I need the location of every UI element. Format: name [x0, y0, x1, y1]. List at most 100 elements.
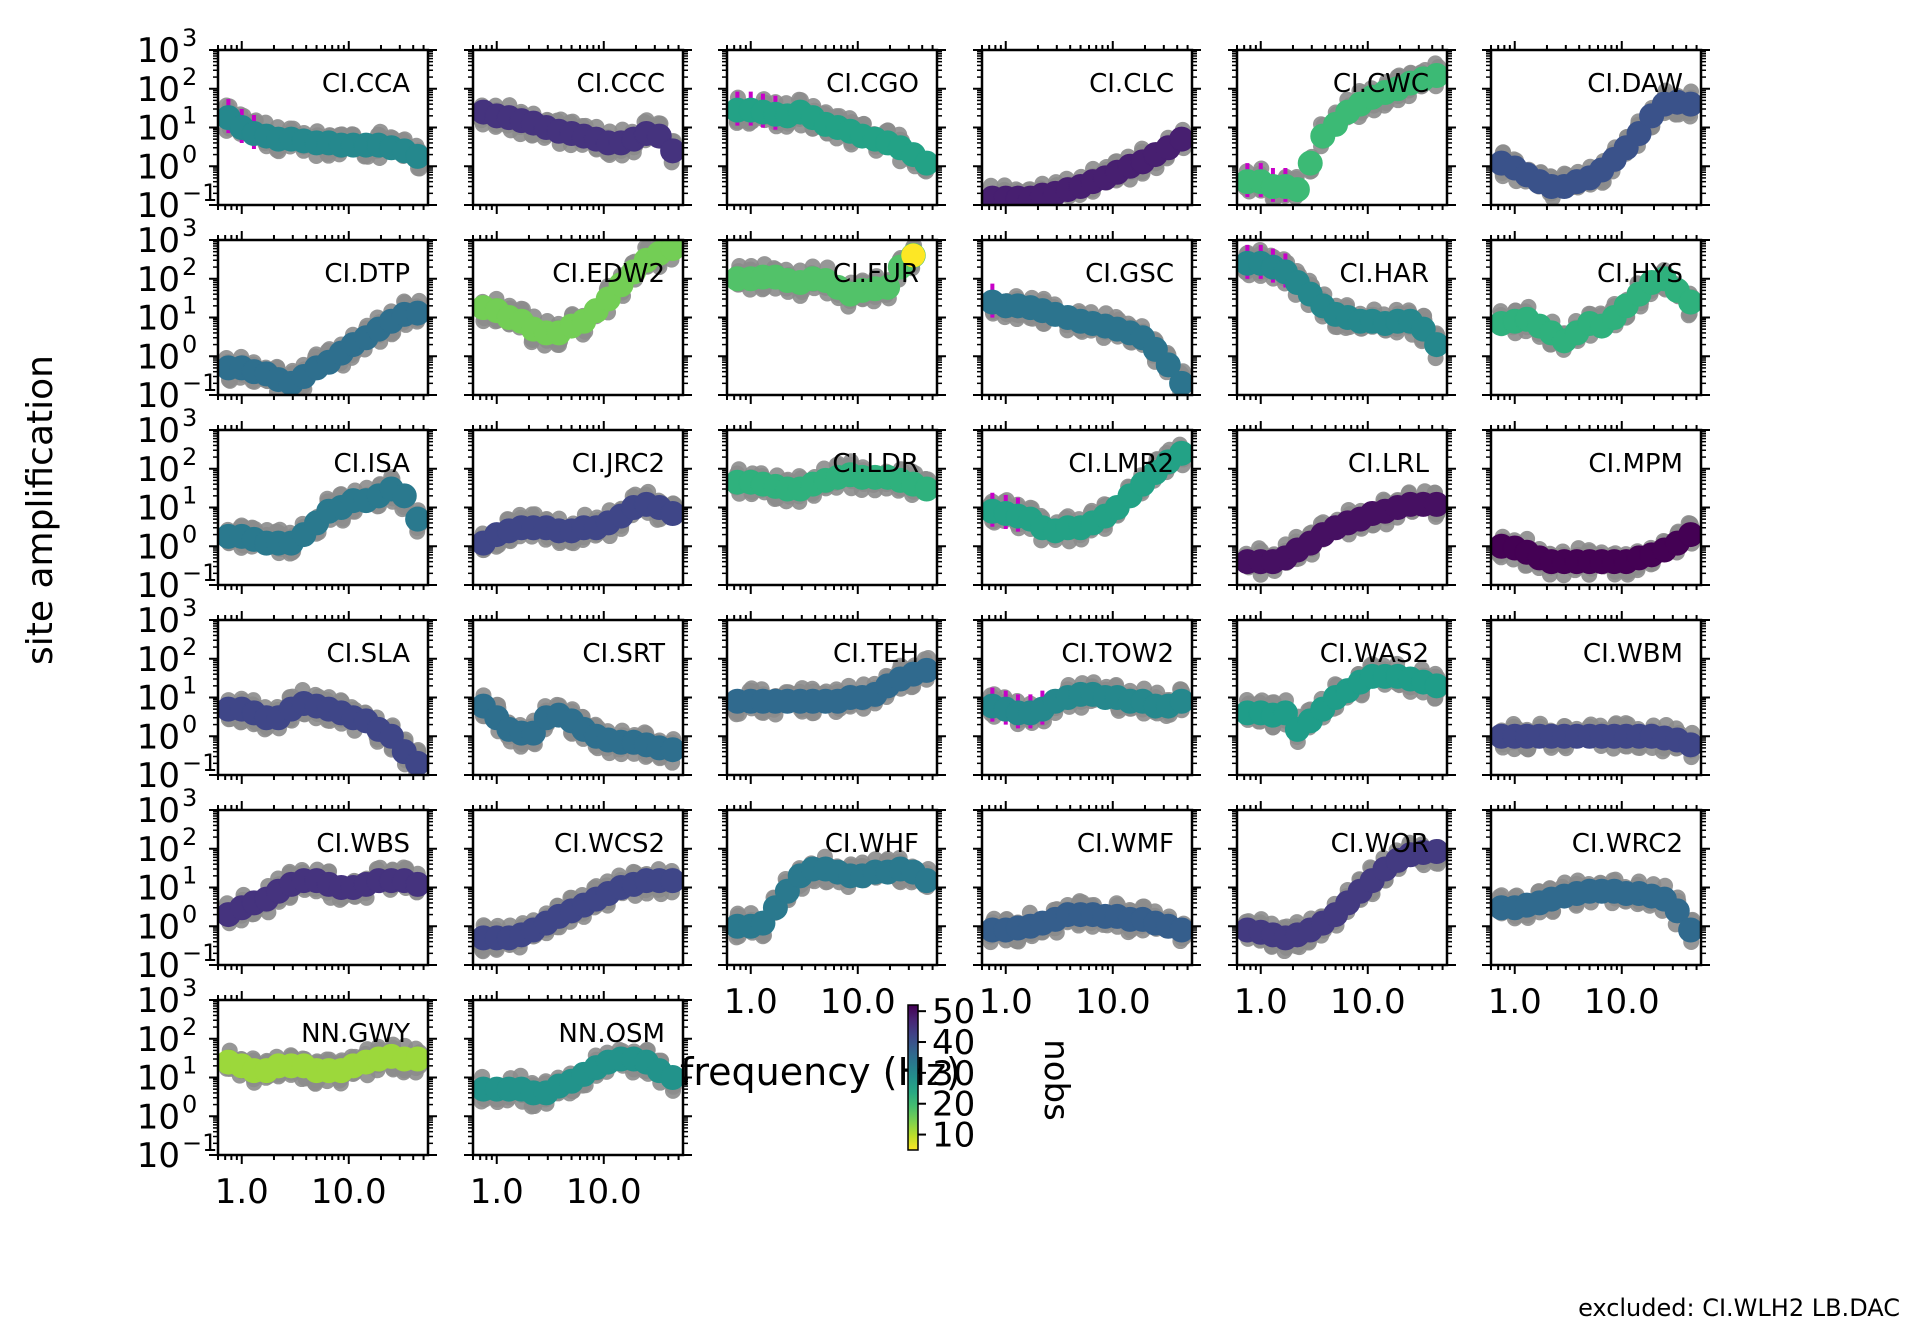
- y-tick-label-exponent: 2: [182, 633, 197, 661]
- mean-point: [914, 150, 937, 176]
- y-tick-label-exponent: 0: [182, 330, 197, 358]
- y-tick-label: 10: [137, 756, 180, 796]
- y-tick-label-exponent: 3: [182, 594, 197, 622]
- panel-ci-teh: CI.TEH: [718, 611, 946, 784]
- station-label: CI.LMR2: [1068, 449, 1174, 479]
- mean-point: [875, 274, 901, 300]
- mean-point: [914, 476, 937, 502]
- y-tick-label-exponent: 0: [182, 520, 197, 548]
- y-tick-label: 10: [137, 299, 180, 339]
- panel-ci-srt: CI.SRT: [464, 611, 692, 784]
- y-tick-label-exponent: 0: [182, 140, 197, 168]
- panel-ci-daw: CI.DAW: [1482, 41, 1710, 214]
- y-tick-label: 10: [137, 376, 180, 416]
- plot-area: [727, 89, 937, 180]
- y-tick-label: 10: [137, 221, 180, 261]
- station-label: CI.SRT: [582, 639, 665, 669]
- y-tick-label: 10: [137, 260, 180, 300]
- panel-ci-lrl: CI.LRL: [1228, 421, 1456, 594]
- y-tick-label-exponent: 2: [182, 253, 197, 281]
- station-label: CI.CGO: [826, 69, 919, 99]
- mean-point: [1424, 332, 1447, 358]
- mean-point: [1626, 121, 1652, 147]
- plot-area: [218, 292, 428, 395]
- mean-point: [1169, 370, 1192, 395]
- station-label: CI.HAR: [1340, 259, 1430, 289]
- panel-ci-mpm: CI.MPM: [1482, 421, 1710, 594]
- plot-area: [982, 121, 1192, 205]
- y-tick-label-exponent: 1: [182, 292, 197, 320]
- mean-point: [1678, 522, 1701, 548]
- mean-point: [1424, 62, 1447, 88]
- mean-point: [1169, 126, 1192, 152]
- y-tick-label-exponent: 2: [182, 443, 197, 471]
- plot-area: [727, 650, 937, 723]
- mean-point: [405, 300, 428, 326]
- mean-point: [660, 240, 683, 262]
- station-label: CI.CWC: [1333, 69, 1429, 99]
- station-label: CI.FUR: [833, 259, 919, 289]
- y-tick-label: 10: [137, 109, 180, 149]
- y-tick-label: 10: [137, 411, 180, 451]
- y-tick-label-exponent: 3: [182, 214, 197, 242]
- plot-area: [727, 240, 926, 315]
- station-label: CI.DTP: [324, 259, 410, 289]
- plot-area: [218, 97, 428, 177]
- panel-ci-cgo: CI.CGO: [718, 41, 946, 214]
- y-tick-label-exponent: 2: [182, 63, 197, 91]
- y-tick-label-exponent: −1: [182, 559, 217, 587]
- plot-area: [1491, 515, 1701, 584]
- y-tick-label: 10: [137, 31, 180, 71]
- panel-ci-ccc: CI.CCC: [464, 41, 692, 214]
- panel-ci-lmr2: CI.LMR2: [973, 421, 1201, 594]
- plot-area: [218, 681, 428, 775]
- plot-area: [1237, 55, 1447, 205]
- station-label: CI.CCC: [576, 69, 665, 99]
- y-tick-label: 10: [137, 489, 180, 529]
- y-tick-label-exponent: −1: [182, 179, 217, 207]
- station-label: CI.ISA: [333, 449, 410, 479]
- panel-ci-fur: CI.FUR: [718, 231, 946, 404]
- plot-area: [1491, 262, 1701, 358]
- y-tick-label: 10: [137, 640, 180, 680]
- y-tick-label-exponent: 0: [182, 710, 197, 738]
- mean-point: [1678, 289, 1701, 315]
- plot-area: [1491, 82, 1701, 205]
- station-label: CI.LRL: [1348, 449, 1430, 479]
- mean-point: [391, 483, 417, 509]
- y-tick-label: 10: [137, 566, 180, 606]
- y-tick-label-exponent: 3: [182, 404, 197, 432]
- y-tick-label: 10: [137, 70, 180, 110]
- station-label: CI.JRC2: [572, 449, 665, 479]
- station-label: CI.MPM: [1588, 449, 1683, 479]
- station-label: CI.EDW2: [552, 259, 665, 289]
- station-label: CI.HYS: [1597, 259, 1683, 289]
- plot-area: [473, 240, 683, 354]
- mean-point: [660, 737, 683, 763]
- panel-ci-ldr: CI.LDR: [718, 421, 946, 594]
- plot-area: [473, 687, 683, 771]
- plot-area: [473, 483, 683, 559]
- mean-point: [1169, 440, 1192, 466]
- y-tick-label: 10: [137, 717, 180, 757]
- y-tick-label: 10: [137, 186, 180, 226]
- y-tick-label-exponent: 1: [182, 482, 197, 510]
- mean-point: [405, 143, 428, 169]
- y-tick-label: 10: [137, 679, 180, 719]
- mean-point: [660, 138, 683, 164]
- y-tick-label-exponent: −1: [182, 749, 217, 777]
- y-tick-label-exponent: 3: [182, 24, 197, 52]
- station-label: CI.SLA: [327, 639, 411, 669]
- y-tick-label: 10: [137, 147, 180, 187]
- mean-point: [901, 243, 926, 268]
- plot-area: [218, 468, 428, 562]
- panel-ci-gsc: CI.GSC: [973, 231, 1201, 404]
- panel-ci-clc: CI.CLC: [973, 41, 1201, 214]
- mean-point: [1297, 150, 1323, 176]
- plot-area: [982, 283, 1192, 395]
